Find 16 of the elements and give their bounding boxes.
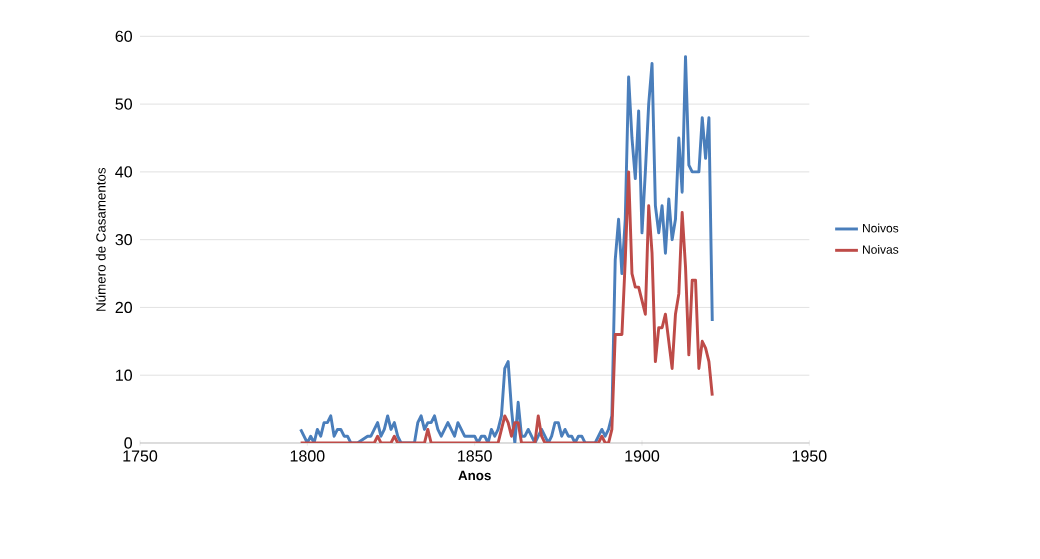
y-tick-label: 50 — [115, 98, 133, 110]
y-tick-label: 0 — [124, 437, 133, 449]
legend-label: Noivas — [863, 244, 899, 254]
x-tick-label: 1750 — [123, 450, 158, 462]
x-tick-label: 1950 — [792, 450, 827, 462]
x-tick-label: 1850 — [458, 450, 492, 462]
y-tick-label: 40 — [115, 166, 133, 178]
y-axis-title: Número de Casamentos — [95, 167, 106, 311]
y-tick-label: 10 — [116, 369, 133, 381]
y-tick-label: 60 — [115, 30, 133, 42]
x-tick-label: 1900 — [625, 450, 660, 462]
y-tick-label: 20 — [115, 301, 133, 314]
y-tick-label: 30 — [115, 234, 133, 246]
x-tick-label: 1800 — [290, 450, 325, 462]
x-axis-title: Anos — [458, 470, 491, 481]
legend-label: Noivos — [863, 223, 899, 233]
